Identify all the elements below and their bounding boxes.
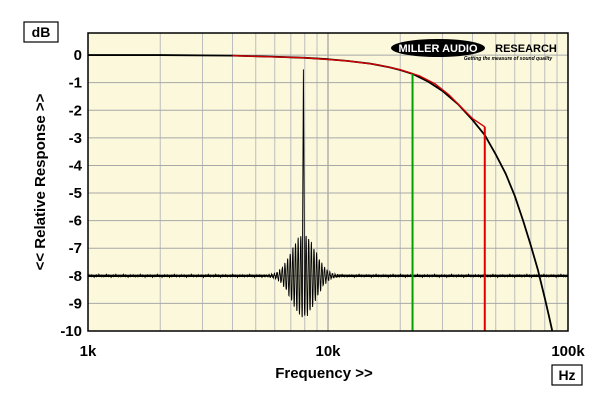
- y-tick-label: -5: [69, 185, 82, 202]
- grid-lines: [88, 33, 568, 332]
- logo-word2: RESEARCH: [495, 43, 557, 55]
- x-tick-label: 100k: [551, 343, 585, 360]
- y-tick-label: -10: [60, 323, 82, 340]
- y-tick-label: -9: [69, 295, 82, 312]
- series-line-1: [232, 54, 486, 128]
- y-tick-label: -6: [69, 213, 82, 230]
- y-tick-label: -8: [69, 268, 82, 285]
- y-unit-box: dB: [23, 21, 59, 43]
- y-tick-labels: 0 -1 -2 -3 -4 -5 -6 -7 -8 -9 -10: [60, 47, 82, 340]
- logo-word1: MILLER AUDIO: [398, 43, 477, 55]
- marker-layer: [411, 73, 486, 331]
- x-tick-label: 1k: [80, 343, 97, 360]
- y-tick-label: -1: [69, 75, 82, 92]
- logo-tagline: Getting the measure of sound quality: [464, 56, 553, 62]
- x-unit-label: Hz: [558, 367, 575, 383]
- miller-audio-research-logo: MILLER AUDIO RESEARCH Getting the measur…: [391, 39, 557, 62]
- x-tick-labels: 1k 10k 100k: [80, 343, 586, 360]
- y-tick-label: -3: [69, 130, 82, 147]
- y-axis-title: << Relative Response >>: [32, 93, 49, 270]
- x-tick-label: 10k: [315, 343, 341, 360]
- y-tick-label: -7: [69, 240, 82, 257]
- x-axis-title: Frequency >>: [275, 365, 373, 382]
- plot-frame: [87, 32, 569, 332]
- x-unit-box: Hz: [551, 364, 583, 386]
- y-tick-label: 0: [74, 47, 82, 64]
- y-tick-label: -2: [69, 102, 82, 119]
- series-layer: [87, 54, 569, 332]
- impulse-series-line: [87, 69, 569, 318]
- y-tick-label: -4: [69, 157, 83, 174]
- y-unit-label: dB: [32, 24, 51, 40]
